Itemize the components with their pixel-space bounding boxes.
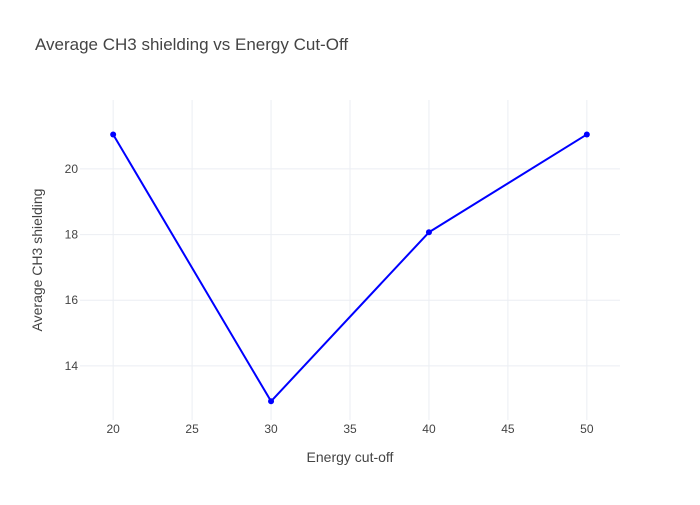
series-layer	[110, 131, 590, 405]
x-tick-label: 40	[422, 422, 436, 436]
data-point[interactable]	[268, 398, 275, 405]
y-tick-label: 14	[65, 359, 79, 373]
y-tick-label: 16	[65, 293, 79, 307]
y-tick-label: 18	[65, 228, 79, 242]
y-axis-label: Average CH3 shielding	[29, 189, 45, 332]
x-tick-label: 25	[185, 422, 199, 436]
x-tick-label: 35	[343, 422, 357, 436]
data-point[interactable]	[110, 131, 117, 138]
x-tick-label: 20	[106, 422, 120, 436]
chart-title: Average CH3 shielding vs Energy Cut-Off	[35, 35, 348, 54]
data-point[interactable]	[583, 131, 590, 138]
y-tick-label: 20	[65, 162, 79, 176]
x-tick-label: 30	[264, 422, 278, 436]
tick-layer: 20 25 30 35 40 45 50 14 16 18 20	[65, 162, 594, 436]
data-point[interactable]	[425, 229, 432, 236]
series-line	[112, 133, 588, 403]
x-axis-label: Energy cut-off	[307, 449, 394, 465]
x-tick-label: 45	[501, 422, 515, 436]
x-tick-label: 50	[580, 422, 594, 436]
